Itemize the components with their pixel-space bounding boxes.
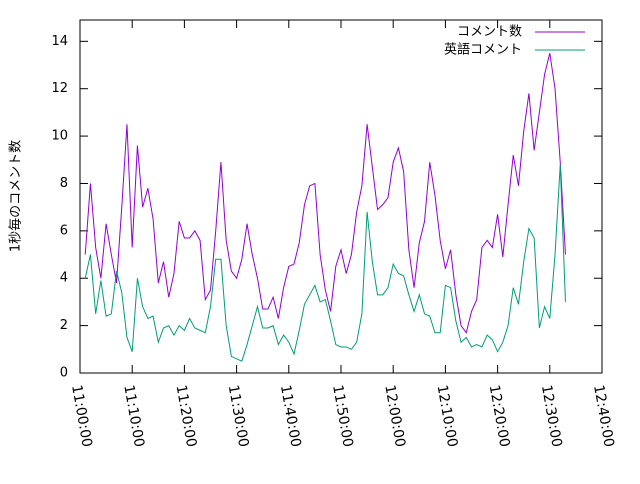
x-tick-label: 12:00:00 bbox=[381, 384, 408, 449]
series-line bbox=[84, 164, 566, 362]
y-tick-label: 14 bbox=[51, 34, 68, 49]
y-tick-label: 0 bbox=[60, 366, 68, 381]
x-tick-label: 11:00:00 bbox=[68, 384, 95, 449]
x-tick-label: 12:40:00 bbox=[590, 384, 617, 449]
legend-label: コメント数 bbox=[457, 25, 522, 40]
x-tick-label: 11:30:00 bbox=[225, 384, 252, 449]
x-tick-label: 12:10:00 bbox=[434, 384, 461, 449]
y-tick-label: 4 bbox=[60, 271, 68, 286]
y-tick-label: 2 bbox=[60, 318, 68, 333]
y-tick-label: 6 bbox=[60, 223, 68, 238]
x-tick-label: 11:10:00 bbox=[120, 384, 147, 449]
x-tick-label: 12:20:00 bbox=[486, 384, 513, 449]
legend-label: 英語コメント bbox=[444, 42, 522, 58]
x-tick-label: 11:50:00 bbox=[329, 384, 356, 449]
plot-border bbox=[79, 19, 603, 374]
y-tick-label: 12 bbox=[51, 81, 68, 96]
x-tick-label: 11:20:00 bbox=[173, 384, 200, 449]
y-axis-label: 1秒毎のコメント数 bbox=[8, 140, 24, 252]
series-line bbox=[84, 53, 566, 334]
y-tick-label: 10 bbox=[51, 129, 68, 144]
y-tick-label: 8 bbox=[60, 176, 68, 191]
x-tick-label: 12:30:00 bbox=[538, 384, 565, 449]
x-tick-label: 11:40:00 bbox=[277, 384, 304, 449]
